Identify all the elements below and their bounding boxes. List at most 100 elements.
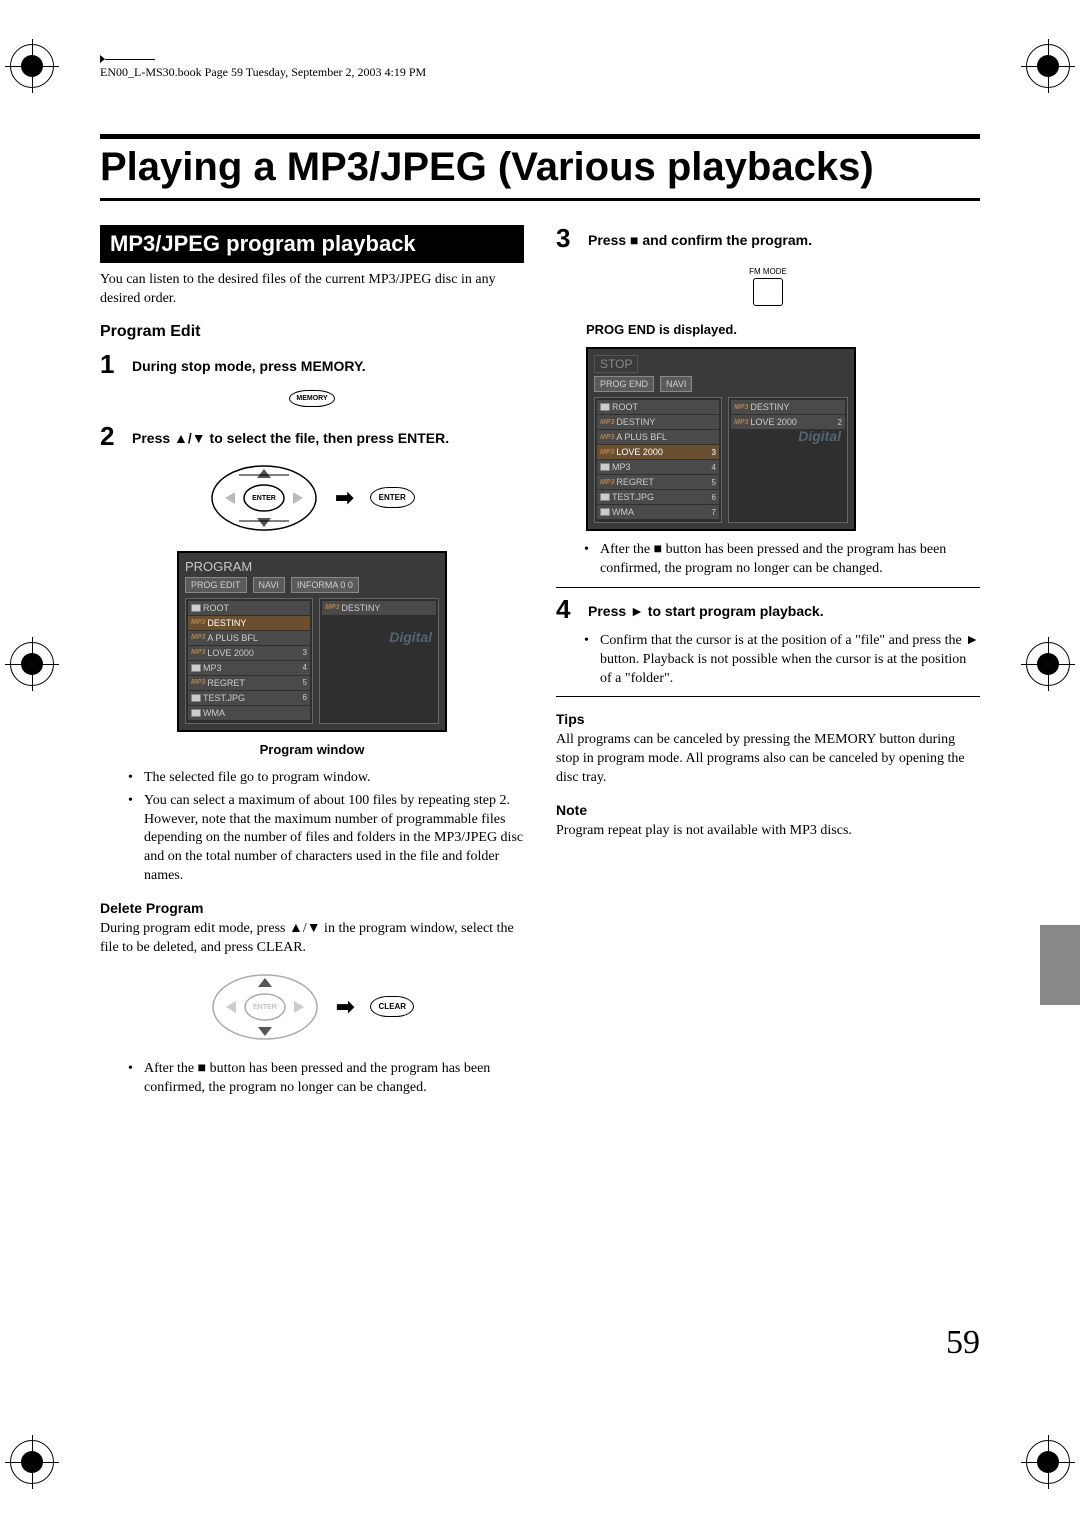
reg-mark [1026,1440,1070,1484]
sc-left-list: ROOTMP3DESTINYMP3A PLUS BFLMP3LOVE 20003… [594,397,722,523]
enter-button-icon: ENTER [370,487,415,508]
sc-item: WMA7 [597,505,719,519]
sc-item: MP3LOVE 20003 [188,646,310,660]
dpad-clear-row: ENTER ➡ CLEAR [100,972,524,1042]
mp3-icon: MP3 [600,449,614,456]
reg-mark [10,1440,54,1484]
sc-item-num: 5 [303,678,307,687]
svg-text:ENTER: ENTER [253,1004,277,1011]
step-2: 2 Press ▲/▼ to select the file, then pre… [100,423,524,449]
bullet-item: • Confirm that the cursor is at the posi… [584,632,980,689]
sc-item-num: 3 [303,648,307,657]
sc-item-label: TEST.JPG [612,492,654,502]
intro-text: You can listen to the desired files of t… [100,271,524,309]
sc-item: ROOT [597,400,719,414]
mp3-icon: MP3 [734,404,748,411]
bullet-item: • The selected file go to program window… [128,769,524,788]
tips-text: All programs can be canceled by pressing… [556,731,980,788]
book-header: EN00_L-MS30.book Page 59 Tuesday, Septem… [100,65,980,84]
arrow-right-icon: ➡ [335,485,353,511]
folder-icon [600,508,610,516]
folder-icon [191,709,201,717]
bullet-item: • After the ■ button has been pressed an… [584,541,980,579]
step-text: Press ► to start program playback. [588,596,824,622]
sc-item-label: A PLUS BFL [207,633,258,643]
folder-icon [600,463,610,471]
folder-icon [191,664,201,672]
sc-item: WMA [188,706,310,720]
sc-item-num: 6 [712,493,716,502]
folder-icon [600,403,610,411]
divider [556,587,980,588]
sc-item-num: 3 [712,448,716,457]
sc-item-label: LOVE 2000 [750,417,797,427]
reg-mark [1026,642,1070,686]
bullet-text: After the ■ button has been pressed and … [600,541,980,579]
sc-item-label: LOVE 2000 [616,447,663,457]
arrow-right-icon: ➡ [336,994,354,1020]
digital-watermark: Digital [798,428,841,444]
bullet-text: Confirm that the cursor is at the positi… [600,632,980,689]
program-window-caption: Program window [100,742,524,757]
sc-item-label: DESTINY [207,618,246,628]
sc-item: ROOT [188,601,310,615]
bullet-text: You can select a maximum of about 100 fi… [144,792,524,886]
program-window-screenshot: PROGRAM PROG EDIT NAVI INFORMA 0 0 ROOTM… [177,551,447,732]
sc-item-label: DESTINY [750,402,789,412]
step-text: During stop mode, press MEMORY. [132,351,366,377]
step-text: Press ■ and confirm the program. [588,225,812,251]
bullet-text: The selected file go to program window. [144,769,371,788]
sc-item-label: MP3 [612,462,631,472]
step-number: 3 [556,225,578,251]
page-title: Playing a MP3/JPEG (Various playbacks) [100,134,980,201]
dpad-icon: ENTER [209,463,319,533]
mp3-icon: MP3 [191,619,205,626]
sc-item: TEST.JPG 6 [597,490,719,504]
sc-item-num: 5 [712,478,716,487]
mp3-icon: MP3 [600,434,614,441]
note-heading: Note [556,802,980,818]
sc-item: MP3LOVE 2000 3 [597,445,719,459]
mp3-icon: MP3 [734,419,748,426]
sc-item: MP34 [597,460,719,474]
prog-end-screenshot: STOP PROG END NAVI ROOTMP3DESTINYMP3A PL… [586,347,856,531]
sc-left-list: ROOTMP3DESTINYMP3A PLUS BFLMP3LOVE 20003… [185,598,313,724]
step-number: 2 [100,423,122,449]
sc-tag: PROG EDIT [185,577,247,593]
step-number: 4 [556,596,578,622]
step-text: Press ▲/▼ to select the file, then press… [132,423,449,449]
side-tab [1040,925,1080,1005]
delete-program-heading: Delete Program [100,900,524,916]
digital-watermark: Digital [389,629,432,645]
mp3-icon: MP3 [191,679,205,686]
sc-item-label: TEST.JPG [203,693,245,703]
step-number: 1 [100,351,122,377]
divider [556,696,980,697]
mp3-icon: MP3 [325,604,339,611]
sc-right-list: Digital MP3DESTINY [319,598,439,724]
fm-mode-icon: FM MODE [556,261,980,306]
sc-item-label: REGRET [616,477,654,487]
sc-item: MP3DESTINY [597,415,719,429]
sc-item: MP3LOVE 20002 [731,415,845,429]
folder-icon [600,493,610,501]
stop-tag: STOP [594,355,638,373]
sc-item-label: WMA [612,507,634,517]
memory-label: MEMORY [289,390,334,407]
program-edit-heading: Program Edit [100,323,524,341]
folder-icon [191,694,201,702]
sc-item: MP3REGRET5 [188,676,310,690]
tips-heading: Tips [556,711,980,727]
mp3-icon: MP3 [191,634,205,641]
sc-item-label: ROOT [612,402,638,412]
sc-item: TEST.JPG 6 [188,691,310,705]
sc-item-label: DESTINY [616,417,655,427]
mp3-icon: MP3 [600,419,614,426]
sc-item: MP3A PLUS BFL [597,430,719,444]
mp3-icon: MP3 [600,479,614,486]
clear-button-icon: CLEAR [370,996,414,1017]
sc-item: MP3DESTINY [188,616,310,630]
reg-mark [10,44,54,88]
note-text: Program repeat play is not available wit… [556,822,980,841]
sc-item-num: 6 [303,693,307,702]
